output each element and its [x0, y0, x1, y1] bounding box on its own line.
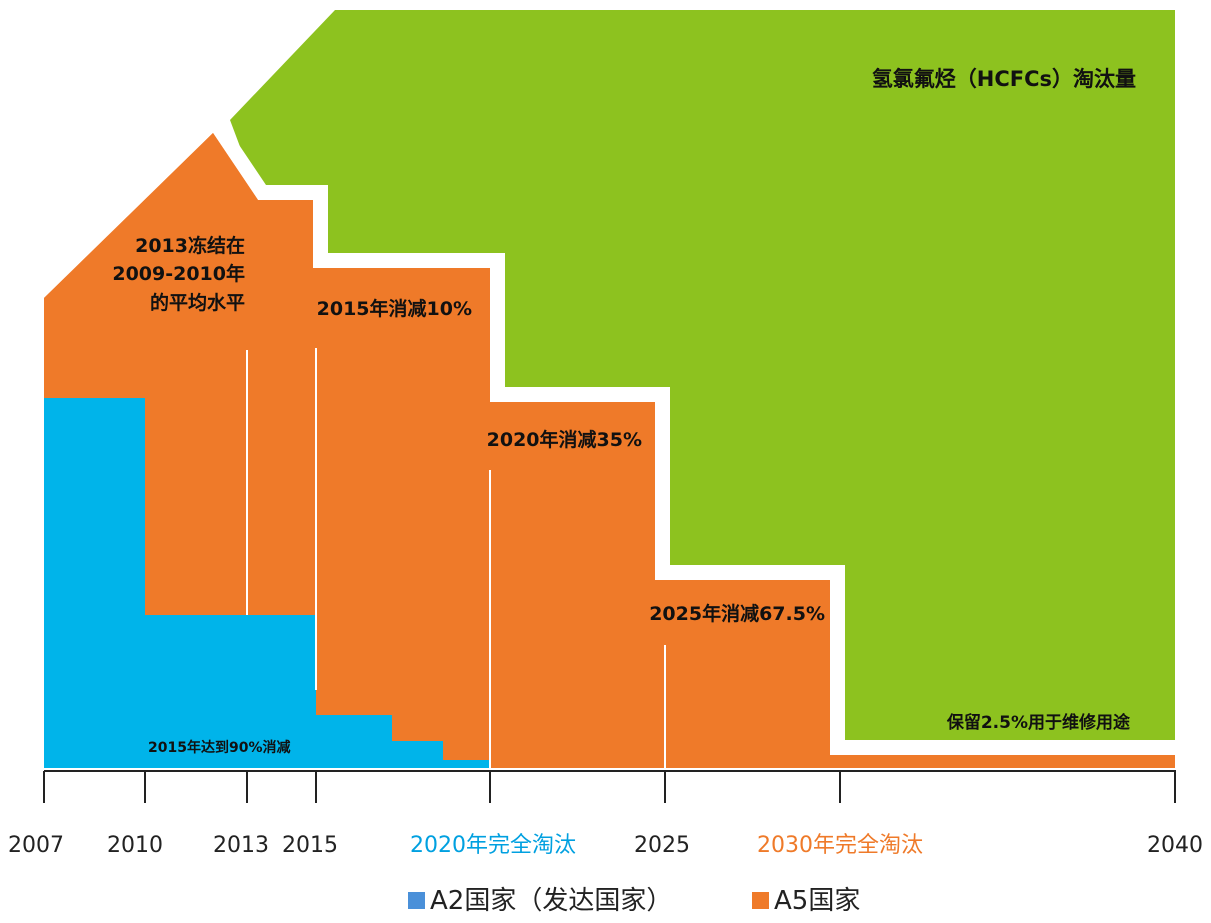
blue-area — [44, 398, 490, 768]
title: 氢氯氟烃（HCFCs）淘汰量 — [872, 67, 1136, 91]
axis-label: 2013 — [213, 833, 269, 858]
axis-label: 2007 — [8, 833, 64, 858]
axis-label: 2020年完全淘汰 — [410, 833, 576, 858]
axis-label: 2025 — [634, 833, 690, 858]
orange-area-fill — [44, 133, 1175, 768]
annotation: 保留2.5%用于维修用途 — [946, 712, 1131, 733]
axis-label: 2015 — [282, 833, 338, 858]
axis-label: 2040 — [1147, 833, 1203, 858]
divider-lines — [246, 348, 666, 768]
annotation: 2015年达到90%消减 — [148, 739, 290, 756]
annotation: 2009-2010年 — [112, 262, 245, 285]
axis-label: 2010 — [107, 833, 163, 858]
legend-swatch — [752, 892, 769, 909]
annotation: 2020年消减35% — [487, 428, 642, 451]
axis-label: 2030年完全淘汰 — [757, 833, 923, 858]
annotation: 2025年消减67.5% — [649, 602, 825, 625]
axis — [43, 770, 1176, 803]
annotation: 2015年消减10% — [317, 297, 472, 320]
legend-swatch — [408, 892, 425, 909]
legend-label: A2国家（发达国家） — [430, 886, 672, 916]
annotation: 2013冻结在 — [135, 234, 245, 257]
annotation: 的平均水平 — [150, 291, 245, 314]
legend-label: A5国家 — [774, 886, 860, 916]
